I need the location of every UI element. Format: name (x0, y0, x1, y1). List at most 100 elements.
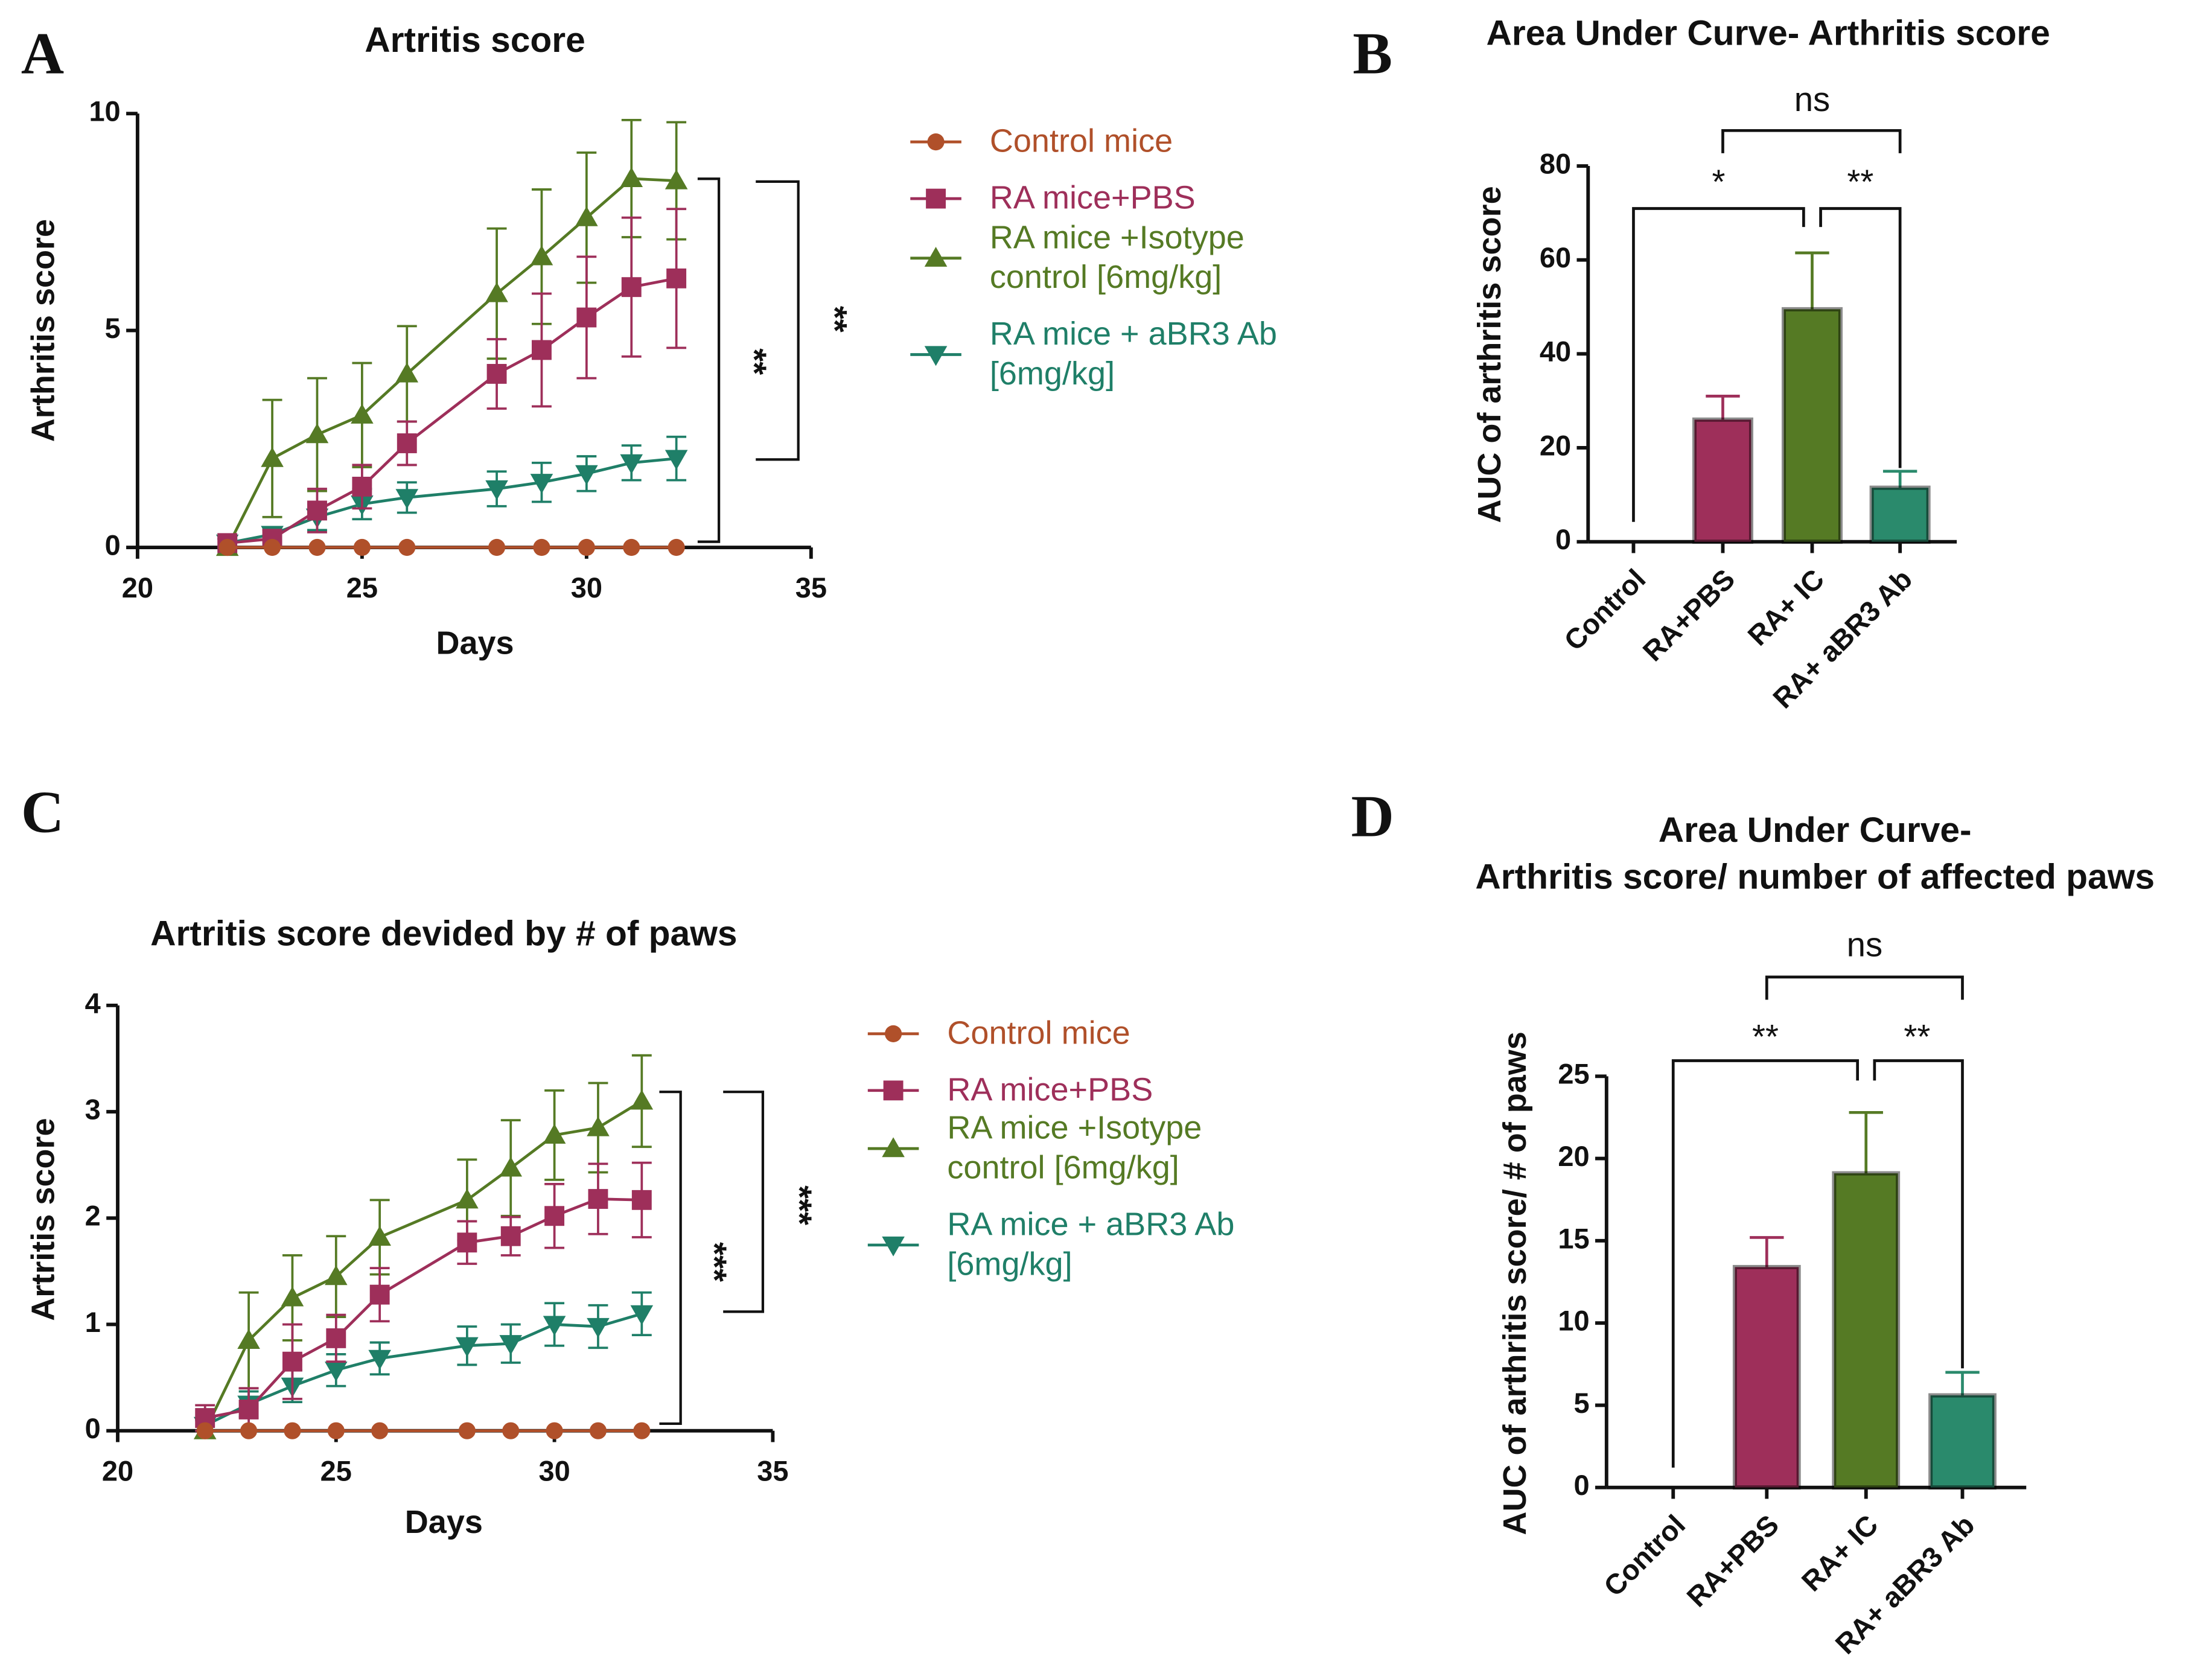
x-tick-label: 20 (102, 1455, 133, 1487)
marker (240, 1422, 258, 1439)
significance-label: ** (1904, 1018, 1930, 1056)
y-tick-label: 10 (89, 95, 120, 127)
significance-bracket (723, 1091, 765, 1313)
x-tick-label: 20 (122, 572, 153, 604)
marker (575, 465, 598, 485)
x-axis-label: Days (436, 625, 514, 661)
marker (883, 1080, 904, 1101)
significance-label: ns (1794, 80, 1831, 118)
chart-title: Area Under Curve- Arthritis score (1486, 13, 2050, 53)
y-tick-label: 25 (1558, 1058, 1589, 1090)
marker (544, 1206, 565, 1226)
marker (352, 476, 372, 497)
marker (395, 362, 419, 383)
marker (665, 450, 688, 470)
error-bar (1849, 1110, 1883, 1174)
marker (281, 1286, 304, 1307)
significance-bracket (1671, 1059, 1860, 1468)
marker (575, 206, 598, 226)
y-axis-label: AUC of arthritis score (1471, 186, 1508, 523)
marker (882, 1236, 905, 1257)
marker (351, 403, 374, 424)
x-tick-label: RA+ IC (1795, 1508, 1884, 1597)
x-tick-label: RA+PBS (1636, 562, 1741, 667)
significance-label: ** (735, 348, 773, 375)
marker (499, 1156, 523, 1177)
significance-label: ** (1752, 1018, 1779, 1056)
legend-label: Control mice (989, 122, 1173, 159)
legend-entry: Control mice (947, 1013, 1130, 1051)
marker (457, 1232, 477, 1253)
series-line (227, 457, 677, 545)
x-tick-label: 25 (346, 572, 378, 604)
y-tick-label: 3 (85, 1093, 101, 1125)
y-axis-label: Artritis score (25, 1118, 61, 1321)
y-tick-label: 15 (1558, 1222, 1589, 1254)
legend-entry: RA mice + aBR3 Ab [6mg/kg] (947, 1205, 1234, 1282)
marker (665, 169, 688, 190)
legend-label: Control mice (947, 1013, 1130, 1051)
marker (543, 1316, 566, 1336)
marker (543, 1124, 566, 1144)
marker (397, 433, 417, 453)
y-tick-label: 0 (1555, 523, 1571, 555)
marker (499, 1335, 523, 1355)
significance-label: ** (816, 306, 854, 333)
chart-title: Area Under Curve- (1659, 811, 1972, 850)
chart-title: Artritis score (365, 21, 585, 60)
series-line (204, 1312, 642, 1427)
marker (620, 167, 643, 188)
marker (578, 538, 595, 556)
marker (533, 538, 550, 556)
marker (369, 1284, 390, 1305)
y-tick-label: 0 (105, 529, 121, 561)
series-line (227, 277, 677, 545)
marker (486, 364, 507, 384)
x-tick-label: 30 (571, 572, 602, 604)
legend-entry: Control mice (989, 122, 1173, 159)
error-bar (1750, 1236, 1784, 1267)
legend-entry: RA mice + aBR3 Ab [6mg/kg] (990, 315, 1277, 392)
marker (327, 1422, 345, 1439)
error-bar (1795, 251, 1829, 310)
legend-label: RA mice +Isotype control [6mg/kg] (947, 1109, 1202, 1186)
legend-label: RA mice+PBS (989, 179, 1196, 216)
y-tick-label: 60 (1540, 241, 1571, 273)
panel-letter: B (1353, 21, 1392, 86)
x-tick-label: 30 (538, 1455, 570, 1487)
legend-entry: RA mice +Isotype control [6mg/kg] (947, 1109, 1202, 1186)
significance-bracket (1632, 207, 1805, 522)
significance-label: ns (1847, 925, 1883, 963)
y-tick-label: 20 (1558, 1140, 1589, 1172)
y-tick-label: 80 (1540, 147, 1571, 179)
y-tick-label: 2 (85, 1200, 101, 1232)
x-tick-label: 25 (320, 1455, 352, 1487)
marker (326, 1328, 346, 1348)
legend-label: RA mice +Isotype control [6mg/kg] (989, 218, 1245, 295)
marker (587, 1317, 610, 1338)
y-tick-label: 1 (85, 1306, 101, 1338)
marker (325, 1265, 348, 1286)
marker (325, 1362, 348, 1382)
y-tick-label: 5 (105, 312, 121, 344)
legend-entry: RA mice+PBS (947, 1071, 1153, 1107)
marker (458, 1422, 476, 1439)
y-tick-label: 10 (1558, 1305, 1589, 1337)
marker (308, 538, 326, 556)
marker (666, 268, 687, 288)
error-bar (1945, 1371, 1980, 1396)
marker (488, 538, 506, 556)
marker (218, 538, 236, 556)
marker (630, 1089, 654, 1110)
marker (532, 340, 552, 360)
marker (882, 1137, 905, 1158)
marker (589, 1422, 607, 1439)
marker (546, 1422, 563, 1439)
series-line (226, 177, 677, 549)
marker (238, 1399, 259, 1419)
bar (1781, 307, 1843, 544)
significance-bracket (1721, 129, 1902, 153)
chart-title: Arthritis score/ number of affected paws (1475, 857, 2155, 896)
